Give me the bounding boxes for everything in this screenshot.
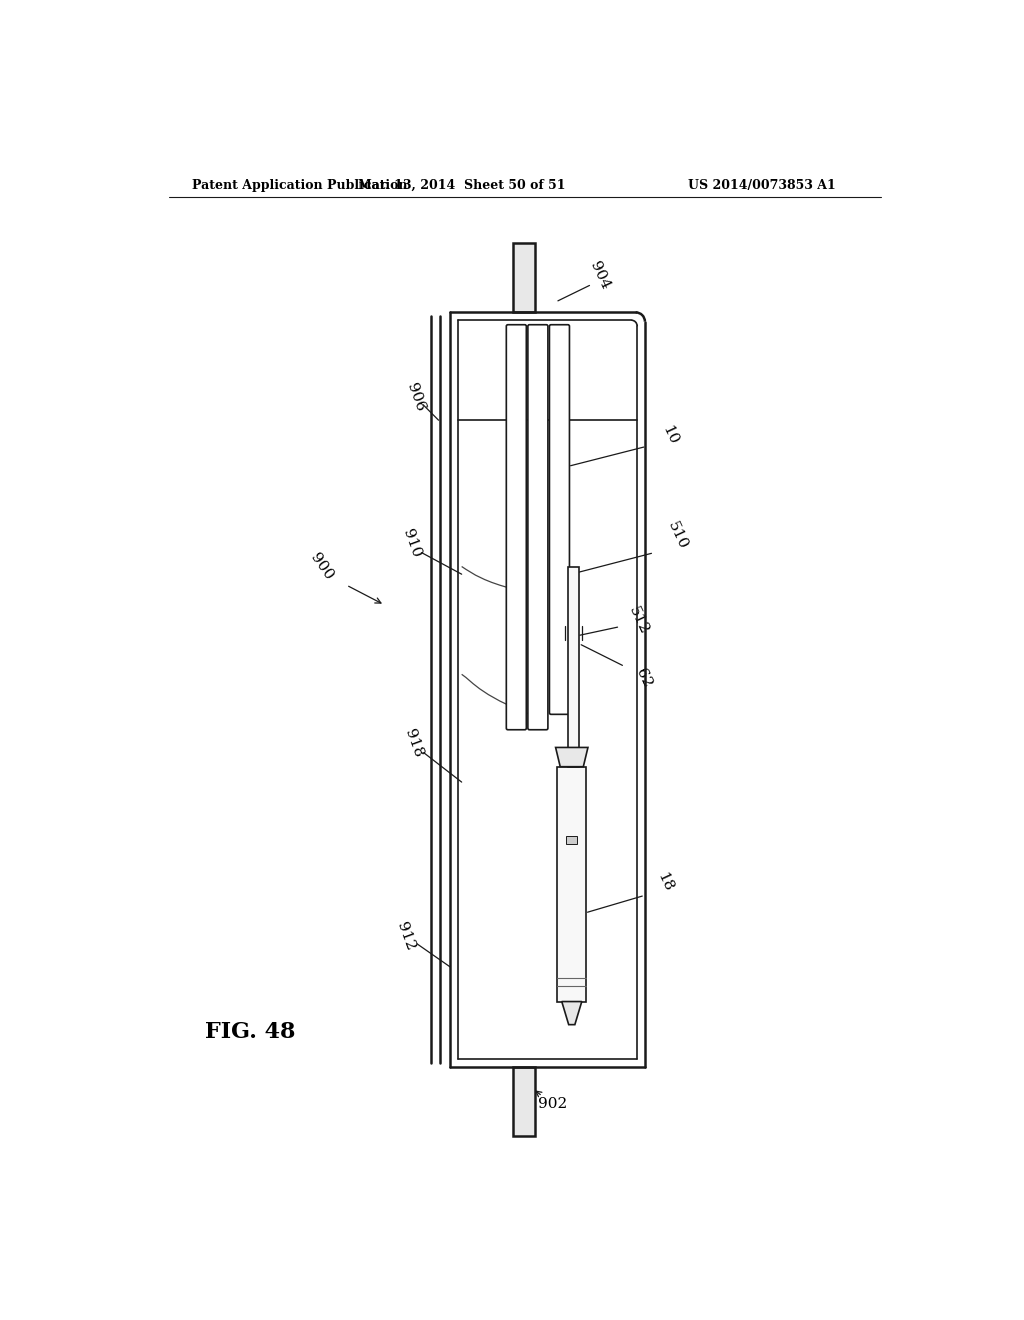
Text: 912: 912 bbox=[394, 920, 418, 952]
Polygon shape bbox=[562, 1002, 582, 1024]
Text: 906: 906 bbox=[403, 381, 427, 413]
Text: US 2014/0073853 A1: US 2014/0073853 A1 bbox=[688, 178, 836, 191]
Text: 900: 900 bbox=[307, 550, 336, 582]
Text: Mar. 13, 2014  Sheet 50 of 51: Mar. 13, 2014 Sheet 50 of 51 bbox=[358, 178, 565, 191]
Text: 512: 512 bbox=[627, 605, 651, 636]
Polygon shape bbox=[556, 747, 588, 767]
Text: 902: 902 bbox=[538, 1097, 567, 1111]
Text: 904: 904 bbox=[588, 259, 612, 292]
Text: FIG. 48: FIG. 48 bbox=[205, 1022, 295, 1043]
Bar bbox=[566, 836, 578, 843]
Text: Patent Application Publication: Patent Application Publication bbox=[193, 178, 408, 191]
Bar bbox=[513, 1067, 535, 1137]
Bar bbox=[513, 243, 535, 313]
FancyBboxPatch shape bbox=[506, 325, 526, 730]
Text: 510: 510 bbox=[665, 520, 690, 552]
Bar bbox=[568, 566, 579, 767]
Text: 18: 18 bbox=[654, 870, 676, 894]
Bar bbox=[557, 767, 587, 1002]
Text: 918: 918 bbox=[402, 727, 426, 760]
FancyBboxPatch shape bbox=[528, 325, 548, 730]
FancyBboxPatch shape bbox=[550, 325, 569, 714]
Text: 62: 62 bbox=[633, 667, 654, 690]
Text: 910: 910 bbox=[400, 527, 423, 560]
Text: 10: 10 bbox=[659, 424, 680, 447]
